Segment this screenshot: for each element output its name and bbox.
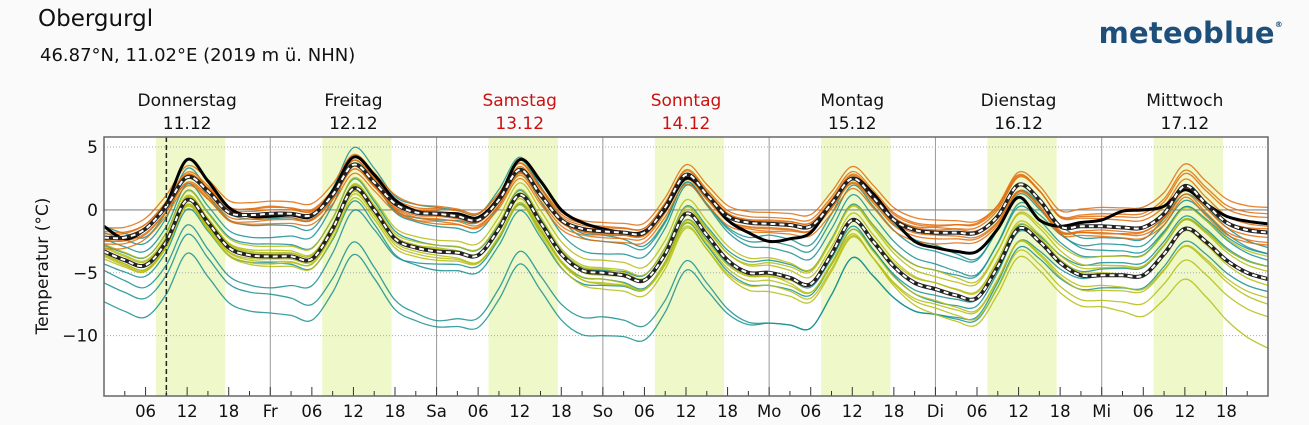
x-tick-label: Mo	[757, 402, 781, 421]
x-tick-label: Sa	[426, 402, 447, 421]
daylight-band	[155, 137, 226, 396]
x-tick-label: 18	[883, 402, 904, 421]
y-tick-label: −5	[73, 264, 98, 284]
day-name-label: Donnerstag	[138, 91, 237, 111]
logo-text: meteoblue	[1098, 16, 1275, 50]
ensemble-member-line	[103, 190, 1269, 321]
ensemble-member-line	[103, 176, 1269, 287]
ensemble-member-line	[103, 159, 1269, 261]
x-tick-label: 06	[468, 402, 489, 421]
x-tick-label: 18	[218, 402, 239, 421]
ensemble-member-line	[103, 178, 1269, 279]
day-date-label: 16.12	[994, 114, 1043, 134]
location-coordinates: 46.87°N, 11.02°E (2019 m ü. NHN)	[40, 45, 356, 66]
x-tick-label: So	[593, 402, 614, 421]
day-date-label: 13.12	[495, 114, 544, 134]
day-date-label: 11.12	[163, 114, 212, 134]
ensemble-member-line	[103, 227, 1269, 342]
day-date-label: 17.12	[1161, 114, 1210, 134]
x-tick-label: 12	[343, 402, 364, 421]
day-name-label: Sonntag	[651, 91, 722, 111]
day-date-label: 12.12	[329, 114, 378, 134]
ensemble-member-line	[103, 184, 1269, 284]
upper-median-dashed-line	[103, 163, 1269, 240]
x-tick-label: 12	[1008, 402, 1029, 421]
x-tick-label: 12	[842, 402, 863, 421]
ensemble-member-line	[103, 159, 1269, 238]
y-tick-label: 0	[87, 201, 98, 221]
ensemble-member-line	[103, 159, 1269, 277]
x-tick-label: 12	[177, 402, 198, 421]
ensemble-member-line	[103, 159, 1269, 235]
x-tick-label: 06	[800, 402, 821, 421]
ensemble-member-line	[103, 189, 1269, 349]
x-tick-label: Fr	[263, 402, 278, 421]
y-tick-label: 5	[87, 138, 98, 158]
ensemble-member-line	[103, 153, 1269, 231]
x-tick-label: 18	[385, 402, 406, 421]
logo-mark: ®	[1274, 20, 1283, 29]
lower-median-line-outline	[103, 186, 1269, 302]
location-title: Obergurgl	[38, 6, 154, 32]
x-tick-label: 12	[676, 402, 697, 421]
day-name-label: Montag	[820, 91, 884, 111]
x-tick-label: Mi	[1092, 402, 1111, 421]
meteoblue-logo[interactable]: meteoblue®	[1099, 16, 1283, 50]
x-tick-label: Di	[927, 402, 944, 421]
x-tick-label: 18	[551, 402, 572, 421]
x-tick-label: 06	[967, 402, 988, 421]
x-tick-label: 06	[301, 402, 322, 421]
x-tick-label: 18	[1216, 402, 1237, 421]
x-tick-label: 12	[509, 402, 530, 421]
day-name-label: Samstag	[482, 91, 557, 111]
x-tick-label: 12	[1174, 402, 1195, 421]
x-tick-label: 06	[634, 402, 655, 421]
ensemble-member-line	[103, 197, 1269, 315]
x-tick-label: 18	[717, 402, 738, 421]
plot-frame	[103, 136, 1269, 397]
x-tick-label: 18	[1050, 402, 1071, 421]
x-tick-label: 06	[1133, 402, 1154, 421]
daylight-band	[322, 137, 392, 396]
day-date-label: 15.12	[828, 114, 877, 134]
day-date-label: 14.12	[662, 114, 711, 134]
day-name-label: Mittwoch	[1146, 91, 1223, 111]
day-name-label: Dienstag	[981, 91, 1057, 111]
day-name-label: Freitag	[324, 91, 382, 111]
x-tick-label: 06	[135, 402, 156, 421]
y-axis-label: Temperatur (°C)	[33, 198, 53, 336]
y-tick-label: −10	[62, 327, 98, 347]
